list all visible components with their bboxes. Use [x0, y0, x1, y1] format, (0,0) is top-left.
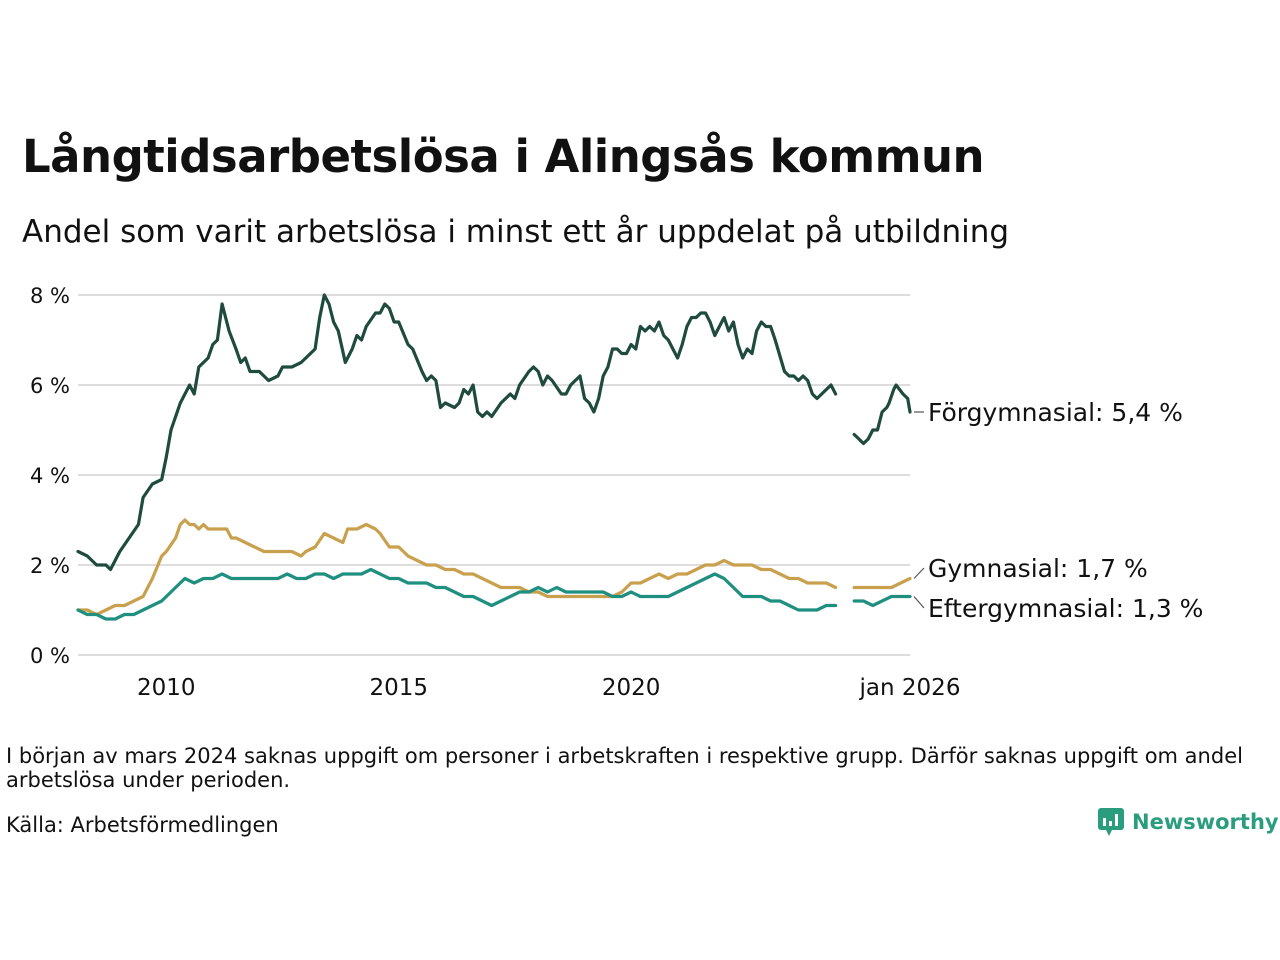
series-line-gymnasial-2	[852, 576, 912, 590]
line-chart: 0 % 2 % 4 % 6 % 8 % 2010 2015 2020 jan 2026 För…	[30, 284, 1203, 701]
y-tick-label: 2 %	[30, 554, 70, 578]
newsworthy-logo: Newsworthy	[1098, 808, 1279, 836]
y-axis: 0 % 2 % 4 % 6 % 8 %	[30, 284, 70, 668]
series-labels: Förgymnasial: 5,4 % Gymnasial: 1,7 % Efter…	[913, 398, 1203, 623]
series-line-f-rgymnasial-2	[852, 383, 912, 446]
y-tick-label: 0 %	[30, 644, 70, 668]
series-line-f-rgymnasial-1	[76, 293, 838, 572]
brand-name: Newsworthy	[1132, 810, 1279, 834]
y-tick-label: 8 %	[30, 284, 70, 308]
x-tick-label: jan 2026	[859, 675, 961, 701]
x-tick-label: 2015	[369, 675, 428, 701]
series-label-eftergymnasial: Eftergymnasial: 1,3 %	[928, 594, 1203, 623]
leader-line-eftergymnasial	[913, 596, 925, 609]
y-tick-label: 4 %	[30, 464, 70, 488]
series-lines	[76, 293, 912, 621]
series-label-gymnasial: Gymnasial: 1,7 %	[928, 554, 1148, 583]
source-text: Källa: Arbetsförmedlingen	[6, 813, 279, 837]
x-tick-label: 2020	[602, 675, 661, 701]
footnote: I början av mars 2024 saknas uppgift om …	[6, 744, 1243, 792]
x-tick-label: 2010	[137, 675, 196, 701]
chart-title: Långtidsarbetslösa i Alingsås kommun	[22, 130, 985, 183]
series-label-f-rgymnasial: Förgymnasial: 5,4 %	[928, 398, 1183, 427]
gridlines	[78, 294, 910, 656]
x-axis: 2010 2015 2020 jan 2026	[137, 675, 960, 701]
bar-chart-icon	[1098, 808, 1124, 836]
series-line-eftergymnasial-2	[852, 594, 912, 608]
series-line-gymnasial-1	[76, 518, 838, 617]
chart-subtitle: Andel som varit arbetslösa i minst ett å…	[22, 214, 1010, 250]
y-tick-label: 6 %	[30, 374, 70, 398]
leader-line-gymnasial	[913, 567, 925, 579]
series-line-eftergymnasial-1	[76, 567, 838, 621]
